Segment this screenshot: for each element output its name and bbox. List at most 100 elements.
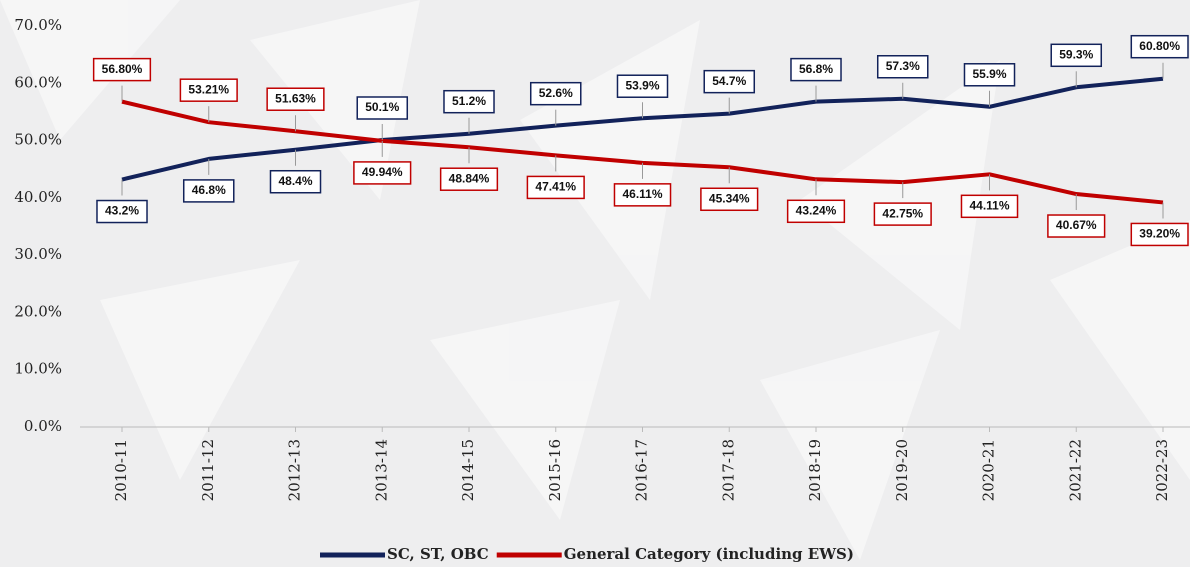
data-label-text: 51.63%	[275, 91, 316, 105]
x-tick-label: 2018-19	[806, 439, 824, 501]
legend-label: General Category (including EWS)	[564, 545, 854, 563]
y-tick-label: 0.0%	[24, 417, 62, 435]
bg-shape	[250, 0, 420, 200]
bg-shape	[0, 0, 180, 140]
data-label-box	[1130, 34, 1189, 59]
bg-shape	[760, 330, 940, 560]
data-label-text: 39.20%	[1139, 227, 1180, 241]
data-label: 50.1%	[356, 96, 409, 120]
data-label: 53.9%	[616, 74, 669, 98]
data-label-text: 53.21%	[188, 82, 229, 96]
data-label: 48.84%	[439, 167, 499, 191]
data-label: 51.63%	[266, 87, 325, 111]
data-label: 40.67%	[1047, 214, 1106, 238]
y-tick-label: 50.0%	[14, 131, 62, 149]
bg-shape	[430, 300, 620, 520]
data-label-box	[96, 199, 148, 224]
y-tick-label: 70.0%	[14, 16, 62, 34]
data-label-box	[179, 78, 238, 102]
data-label-box	[786, 199, 846, 224]
data-label-box	[526, 175, 585, 200]
data-label-box	[356, 96, 409, 120]
data-label-text: 46.11%	[622, 187, 662, 201]
data-label: 42.75%	[873, 202, 932, 226]
data-label-box	[963, 63, 1016, 87]
data-label: 51.2%	[443, 89, 495, 114]
x-tick-label: 2019-20	[893, 439, 911, 501]
data-label-text: 57.3%	[886, 59, 920, 73]
data-label-text: 50.1%	[365, 100, 399, 114]
data-label: 43.24%	[786, 199, 846, 224]
data-label-text: 46.8%	[192, 183, 226, 197]
x-tick-label: 2011-12	[199, 439, 217, 501]
data-label: 60.80%	[1130, 34, 1189, 59]
data-label: 49.94%	[353, 161, 412, 185]
data-label-box	[353, 161, 412, 185]
data-label-box	[790, 57, 842, 82]
data-label-box	[613, 183, 672, 207]
data-label-text: 47.41%	[535, 180, 576, 194]
data-label: 52.6%	[529, 81, 582, 106]
data-label-text: 53.9%	[625, 78, 659, 92]
data-label-box	[182, 179, 235, 203]
y-tick-label: 20.0%	[14, 302, 62, 320]
x-tick-label: 2017-18	[719, 439, 737, 501]
data-label-text: 55.9%	[972, 67, 1006, 81]
data-label-text: 54.7%	[712, 74, 746, 88]
data-label-text: 60.80%	[1139, 39, 1180, 53]
data-label-box	[703, 69, 756, 94]
data-label: 46.8%	[182, 179, 235, 203]
data-label-box	[266, 87, 325, 111]
data-label: 46.11%	[613, 183, 672, 207]
data-label-text: 43.24%	[796, 203, 837, 217]
data-label: 56.80%	[92, 57, 152, 82]
data-label-text: 42.75%	[882, 206, 923, 220]
data-label-box	[1130, 222, 1189, 247]
data-label-text: 48.4%	[278, 174, 312, 188]
data-label: 43.2%	[96, 199, 148, 224]
bg-shape	[800, 60, 1000, 330]
data-label-box	[960, 194, 1019, 219]
x-tick-label: 2014-15	[459, 439, 477, 501]
data-label: 47.41%	[526, 175, 585, 200]
data-label-text: 56.8%	[799, 62, 833, 76]
x-tick-label: 2012-13	[286, 439, 304, 501]
data-label-text: 49.94%	[362, 165, 403, 179]
x-tick-label: 2022-23	[1153, 439, 1171, 501]
data-label: 53.21%	[179, 78, 238, 102]
data-label: 45.34%	[700, 187, 759, 212]
x-tick-label: 2016-17	[633, 439, 651, 501]
data-label-box	[1050, 43, 1103, 68]
data-label-box	[616, 74, 669, 98]
bg-shape	[1050, 220, 1190, 480]
data-label-text: 44.11%	[969, 198, 1009, 212]
x-tick-label: 2021-22	[1066, 439, 1084, 501]
data-label-text: 51.2%	[452, 94, 486, 108]
data-label: 54.7%	[703, 69, 756, 94]
x-tick-label: 2013-14	[372, 439, 390, 501]
y-tick-label: 40.0%	[14, 188, 62, 206]
x-tick-label: 2010-11	[112, 439, 130, 501]
data-label-text: 40.67%	[1056, 218, 1097, 232]
y-tick-label: 10.0%	[14, 360, 62, 378]
y-tick-label: 30.0%	[14, 245, 62, 263]
data-label-box	[700, 187, 759, 212]
data-label-box	[269, 169, 322, 194]
legend-label: SC, ST, OBC	[387, 545, 489, 563]
data-label-box	[873, 202, 932, 226]
data-label: 55.9%	[963, 63, 1016, 87]
data-label: 57.3%	[876, 55, 929, 79]
data-label-text: 48.84%	[449, 171, 490, 185]
y-tick-label: 60.0%	[14, 73, 62, 91]
data-label: 59.3%	[1050, 43, 1103, 68]
data-label-box	[443, 89, 495, 114]
data-label: 48.4%	[269, 169, 322, 194]
data-label-box	[92, 57, 152, 82]
data-label: 44.11%	[960, 194, 1019, 219]
data-label-box	[876, 55, 929, 79]
x-tick-label: 2015-16	[546, 439, 564, 501]
data-label: 56.8%	[790, 57, 842, 82]
data-label-text: 52.6%	[539, 86, 573, 100]
data-label-box	[1047, 214, 1106, 238]
